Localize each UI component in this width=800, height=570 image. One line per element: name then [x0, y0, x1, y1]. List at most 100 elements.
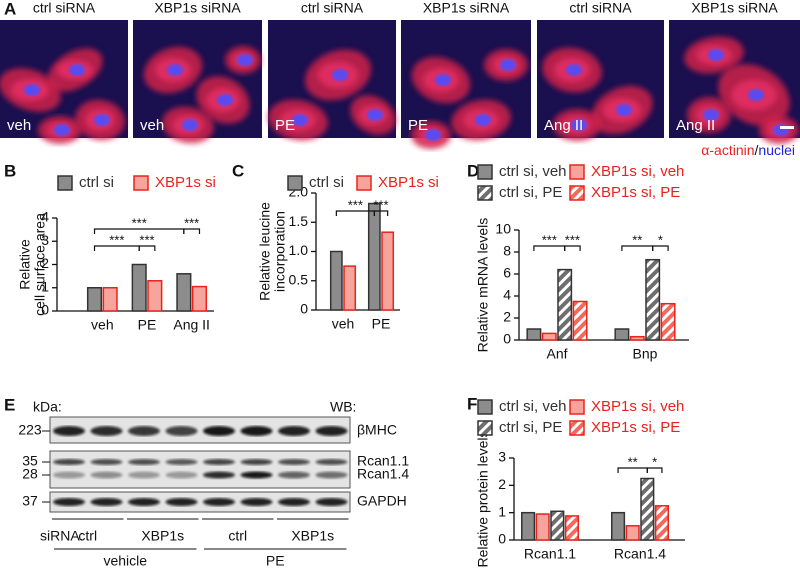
- legend-label: XBP1s si, veh: [591, 163, 684, 180]
- y-tick-label: 1.5: [289, 213, 309, 229]
- blot-band: [203, 426, 235, 436]
- treatment-label: vehicle: [103, 553, 147, 569]
- wb-title: WB:: [330, 399, 356, 415]
- legend-swatch: [477, 399, 493, 415]
- sirna-label: ctrl: [78, 528, 97, 544]
- sirna-label: XBP1s: [291, 528, 334, 544]
- bar: [521, 511, 536, 541]
- nucleus: [217, 94, 233, 106]
- nucleus: [566, 64, 582, 76]
- y-tick-label: 8: [503, 243, 511, 259]
- treatment-label: PE: [266, 553, 285, 569]
- bar: [625, 525, 640, 541]
- legend-label: ctrl si, PE: [499, 419, 562, 436]
- micrograph: [669, 20, 800, 144]
- blot-band: [240, 471, 273, 479]
- panel-letter: B: [4, 161, 16, 180]
- sirna-label: ctrl: [228, 528, 247, 544]
- blot-label: Rcan1.1: [357, 453, 409, 469]
- significance-label: ***: [348, 197, 363, 212]
- legend-swatch: [477, 164, 493, 180]
- bar: [645, 258, 661, 341]
- nucleus: [773, 124, 789, 136]
- micrograph: [401, 20, 531, 149]
- x-tick-label: veh: [91, 317, 114, 333]
- image-condition: Ang II: [676, 117, 715, 134]
- bar: [640, 477, 655, 541]
- significance-label: **: [632, 232, 642, 247]
- kda-marker: 37: [22, 493, 38, 509]
- y-tick-label: 4: [503, 287, 511, 303]
- blot-band: [90, 426, 123, 436]
- significance-bracket: [564, 245, 581, 251]
- image-condition: PE: [275, 117, 295, 134]
- nucleus: [94, 114, 110, 126]
- blot-band: [53, 459, 85, 465]
- legend-label: XBP1s si: [155, 174, 216, 191]
- blot-band: [128, 471, 160, 479]
- nucleus: [332, 69, 348, 81]
- x-tick-label: PE: [372, 316, 391, 332]
- blot-band: [128, 498, 160, 506]
- image-title: ctrl siRNA: [33, 0, 96, 16]
- bar: [176, 273, 192, 312]
- image-title: ctrl siRNA: [569, 0, 632, 16]
- nucleus: [425, 129, 441, 141]
- blot-band: [128, 426, 160, 436]
- blot-band: [90, 498, 123, 506]
- blot-band: [278, 459, 310, 465]
- bar: [343, 265, 357, 311]
- blot-band: [240, 426, 273, 436]
- y-tick-label: 1: [498, 503, 506, 519]
- y-tick-label: 2: [498, 476, 506, 492]
- bar: [629, 335, 645, 341]
- blot-band: [165, 498, 198, 506]
- bar: [86, 287, 103, 312]
- y-axis-label: Relative leucine: [257, 202, 273, 301]
- nucleus: [24, 84, 40, 96]
- bar: [660, 302, 676, 341]
- panel-letter: D: [467, 161, 479, 180]
- significance-label: ***: [565, 232, 580, 247]
- bar: [535, 513, 550, 541]
- blot-band: [90, 459, 123, 465]
- legend-swatch: [287, 175, 303, 191]
- blot-band: [315, 498, 348, 506]
- nucleus: [435, 74, 451, 86]
- nucleus: [237, 54, 253, 66]
- nucleus: [182, 119, 198, 131]
- blot-band: [90, 471, 123, 479]
- blot-band: [165, 426, 198, 436]
- y-tick-label: 4: [41, 209, 49, 225]
- kda-marker: 28: [22, 466, 38, 482]
- nucleus: [571, 119, 587, 131]
- significance-label: ***: [373, 197, 388, 212]
- blot-band: [240, 498, 273, 506]
- significance-label: ***: [132, 215, 147, 230]
- legend-label: ctrl si: [309, 174, 344, 191]
- legend-label: ctrl si, veh: [499, 398, 567, 415]
- blot-band: [203, 459, 235, 465]
- micrograph: [537, 20, 664, 141]
- bar: [191, 285, 208, 312]
- scale-bar: [780, 126, 794, 129]
- bar: [654, 505, 669, 541]
- sirna-title: siRNA:: [40, 528, 84, 544]
- bar: [381, 231, 395, 311]
- y-axis-label: Relative protein levels: [475, 431, 491, 568]
- legend-label: XBP1s si, PE: [591, 419, 680, 436]
- image-condition: PE: [408, 117, 428, 134]
- y-tick-label: 1: [41, 278, 49, 294]
- y-tick-label: 3: [41, 232, 49, 248]
- x-tick-label: Anf: [546, 346, 567, 362]
- y-tick-label: 10: [495, 221, 511, 237]
- significance-bracket: [138, 245, 156, 251]
- bar: [611, 511, 626, 541]
- bar: [329, 250, 343, 311]
- legend-swatch: [477, 420, 493, 436]
- blot-band: [315, 459, 348, 465]
- blot-band: [165, 459, 198, 465]
